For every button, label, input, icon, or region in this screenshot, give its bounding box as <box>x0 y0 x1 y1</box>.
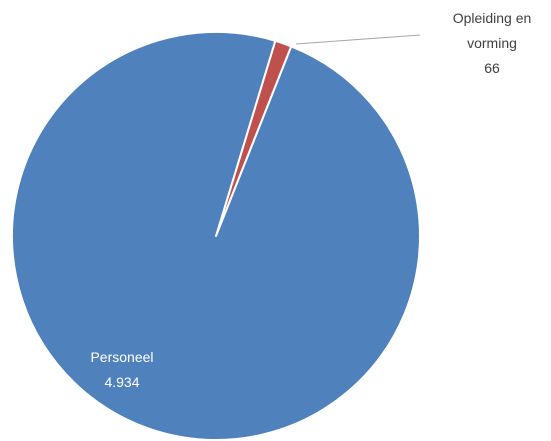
slice-label-opleiding-line2: vorming <box>467 35 517 51</box>
slice-label-personeel: Personeel <box>90 349 153 365</box>
leader-line-opleiding <box>295 34 421 45</box>
slice-label-opleiding-line1: Opleiding en <box>453 10 532 26</box>
slice-value-opleiding: 66 <box>484 60 500 76</box>
pie-slice-personeel <box>11 31 421 441</box>
slice-value-personeel: 4.934 <box>104 374 139 390</box>
pie-slices <box>11 31 421 441</box>
